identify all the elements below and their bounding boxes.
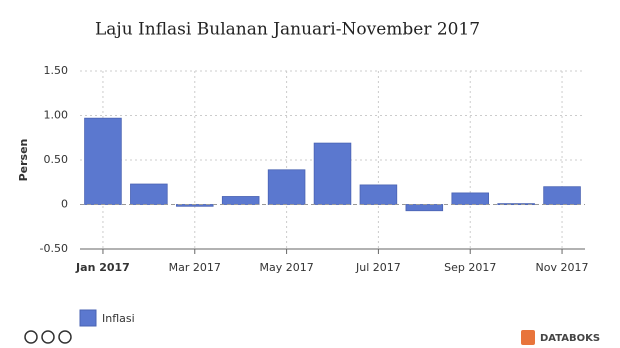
brand: DATABOKS: [540, 333, 600, 344]
cc-icons: [24, 330, 72, 344]
bar: [359, 184, 398, 205]
bar: [405, 204, 444, 212]
y-axis-label: Persen: [17, 139, 30, 182]
x-tick-label: Mar 2017: [169, 261, 221, 274]
y-tick-label: 0: [61, 198, 68, 211]
bar: [543, 186, 581, 205]
y-tick-label: 0.50: [44, 153, 69, 166]
y-tick-label: -0.50: [40, 242, 68, 255]
x-tick-label: Sep 2017: [444, 261, 496, 274]
legend-label: Inflasi: [102, 312, 135, 325]
bar: [130, 183, 168, 205]
x-tick-label: Nov 2017: [536, 261, 589, 274]
x-tick-label: Jan 2017: [75, 261, 130, 274]
x-tick-label: Jul 2017: [355, 261, 401, 274]
y-tick-label: 1.50: [44, 64, 69, 77]
chart-title: Laju Inflasi Bulanan Januari-November 20…: [95, 20, 480, 40]
legend-swatch: [79, 309, 97, 327]
x-tick-label: May 2017: [259, 261, 313, 274]
y-tick-label: 1.00: [44, 109, 69, 122]
bar: [221, 196, 260, 205]
bar: [84, 117, 122, 205]
bar: [267, 169, 306, 205]
bar: [451, 192, 489, 205]
bar: [313, 142, 352, 205]
brand-logo: [521, 330, 535, 345]
